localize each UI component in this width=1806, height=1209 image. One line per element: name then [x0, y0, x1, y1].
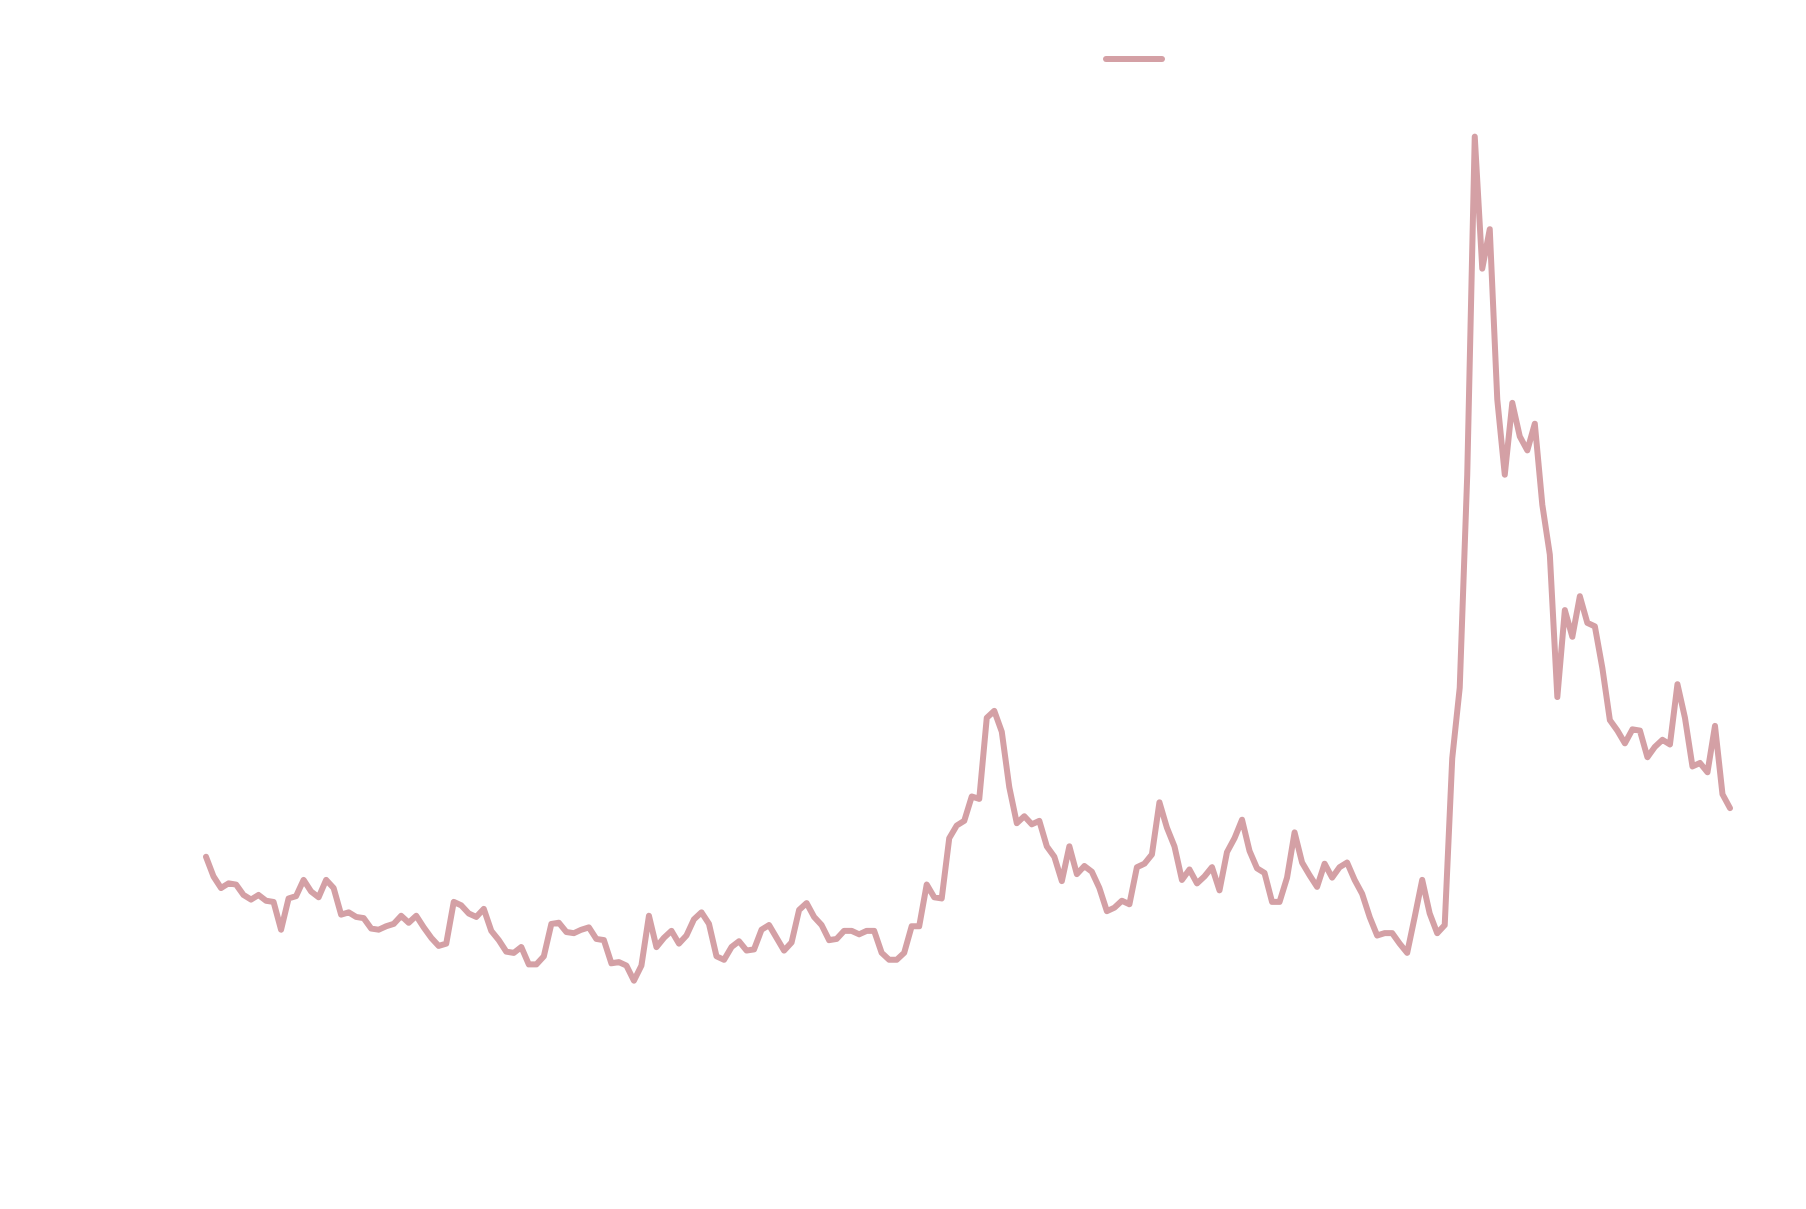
series-line [203, 133, 1733, 984]
